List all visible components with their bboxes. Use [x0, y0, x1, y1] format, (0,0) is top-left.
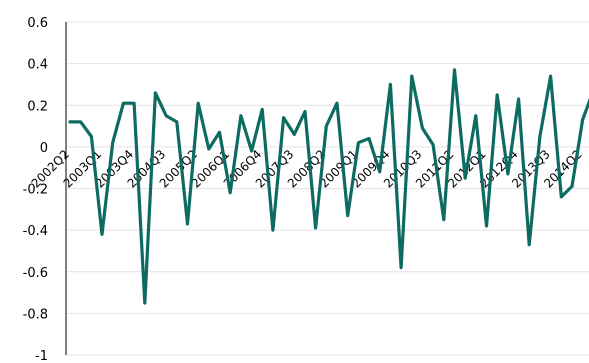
series-line	[68, 68, 589, 305]
y-tick-label: -0.4	[23, 224, 48, 239]
y-tick-label: -1	[35, 349, 48, 363]
y-tick-label: 0.2	[27, 99, 48, 114]
y-tick-label: 0.4	[27, 58, 48, 73]
y-tick-label: 0.6	[27, 16, 48, 31]
y-tick-label: -0.2	[23, 183, 48, 198]
y-tick-labels: 0.6 0.4 0.2 0 -0.2 -0.4 -0.6 -0.8 -1	[23, 16, 48, 363]
y-tick-label: 0	[40, 141, 48, 156]
y-tick-label: -0.6	[23, 266, 48, 281]
y-tick-label: -0.8	[23, 307, 48, 322]
